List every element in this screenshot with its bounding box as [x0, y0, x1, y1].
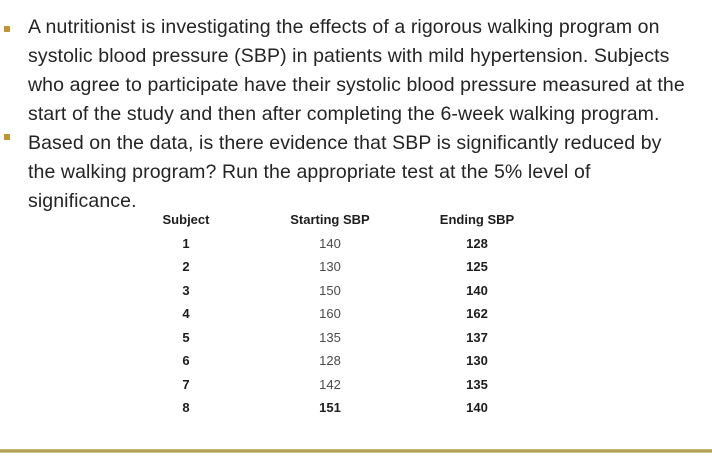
table-row: 5 135 137 — [140, 326, 526, 350]
text-line: who agree to participate have their syst… — [28, 74, 685, 96]
ending-sbp-cell: 130 — [466, 353, 488, 368]
text-line: Based on the data, is there evidence tha… — [28, 132, 662, 154]
ending-sbp-cell: 128 — [466, 235, 488, 251]
ending-sbp-cell: 140 — [466, 282, 488, 298]
table-row: 7 142 135 — [140, 373, 526, 397]
subject-cell: 8 — [182, 400, 190, 415]
starting-sbp-cell: 135 — [319, 329, 341, 345]
subject-cell: 5 — [182, 329, 190, 345]
ending-sbp-cell: 125 — [466, 259, 488, 274]
starting-sbp-cell: 150 — [319, 282, 341, 298]
table-row: 6 128 130 — [140, 349, 526, 373]
bullet-paragraph-2: Based on the data, is there evidence tha… — [28, 129, 708, 216]
table-row: 3 150 140 — [140, 279, 526, 303]
table-row: 2 130 125 — [140, 255, 526, 279]
subject-cell: 4 — [182, 306, 190, 321]
divider-line — [0, 449, 712, 453]
bullet-square-icon — [4, 134, 10, 140]
text-line: the walking program? Run the appropriate… — [28, 161, 591, 183]
ending-sbp-cell: 135 — [466, 376, 488, 392]
table-row: 8 151 140 — [140, 396, 526, 420]
ending-sbp-cell: 140 — [466, 400, 488, 415]
bullet-text-block: A nutritionist is investigating the effe… — [28, 13, 708, 216]
starting-sbp-cell: 128 — [319, 353, 341, 368]
starting-sbp-cell: 160 — [319, 306, 341, 321]
col-header-starting-sbp: Starting SBP — [290, 212, 370, 227]
starting-sbp-cell: 140 — [319, 235, 341, 251]
text-line: A nutritionist is investigating the effe… — [28, 16, 660, 38]
bullet-square-icon — [4, 26, 10, 32]
col-header-ending-sbp: Ending SBP — [439, 212, 515, 227]
bullet-paragraph-1: A nutritionist is investigating the effe… — [28, 13, 708, 129]
text-line: systolic blood pressure (SBP) in patient… — [28, 45, 670, 67]
subject-cell: 7 — [182, 376, 190, 392]
starting-sbp-cell: 130 — [319, 259, 341, 274]
text-line: start of the study and then after comple… — [28, 103, 660, 125]
subject-cell: 6 — [182, 353, 190, 368]
table-row: 1 140 128 — [140, 232, 526, 256]
subject-cell: 2 — [182, 259, 190, 274]
text-line: significance. — [28, 190, 137, 212]
table-row: 4 160 162 — [140, 302, 526, 326]
table-header-row: Subject Starting SBP Ending SBP — [140, 208, 526, 232]
table-body: 1 140 128 2 130 125 3 150 140 4 160 162 5 135 137 6 128 1… — [140, 232, 526, 420]
starting-sbp-cell: 142 — [319, 376, 341, 392]
subject-cell: 1 — [182, 235, 190, 251]
subject-cell: 3 — [182, 282, 190, 298]
starting-sbp-cell: 151 — [319, 400, 341, 415]
col-header-subject: Subject — [162, 212, 210, 227]
ending-sbp-cell: 162 — [466, 306, 488, 321]
sbp-table: Subject Starting SBP Ending SBP 1 140 128 2… — [140, 208, 526, 420]
ending-sbp-cell: 137 — [466, 329, 488, 345]
